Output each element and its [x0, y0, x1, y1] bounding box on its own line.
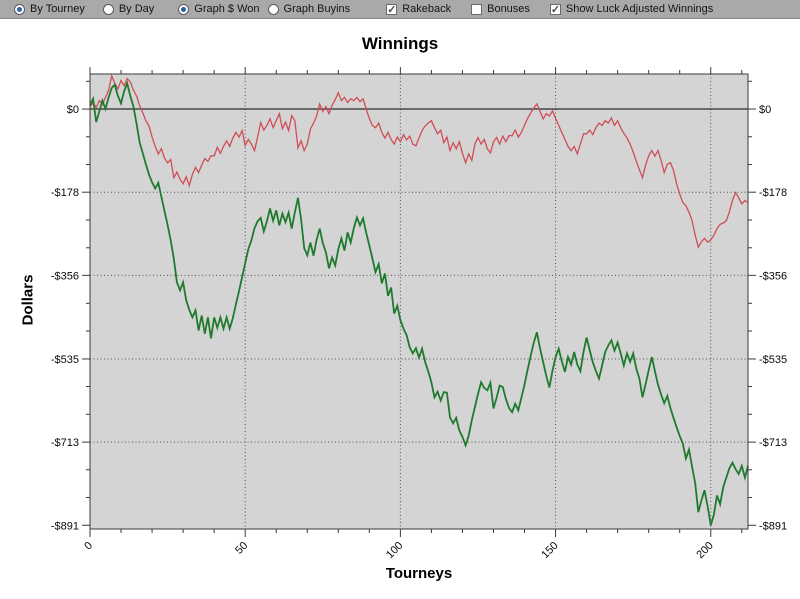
radio-by-tourney-icon: [14, 3, 25, 15]
series-winnings-won-: [89, 80, 749, 526]
y-tick-label-right: -$178: [759, 187, 787, 199]
plot-background: [90, 74, 748, 529]
checkbox-rakeback[interactable]: Rakeback: [386, 3, 452, 16]
y-tick-label-right: $0: [759, 104, 771, 116]
plot-border: [89, 73, 749, 530]
checkbox-show-luck-adjusted-label: Show Luck Adjusted Winnings: [565, 3, 714, 15]
y-tick-label-right: -$356: [759, 270, 787, 282]
checkbox-rakeback-icon: [386, 3, 398, 16]
y-tick-label-right: -$713: [759, 437, 787, 449]
y-tick-label-left: -$535: [51, 354, 79, 366]
x-tick-label: 50: [233, 540, 250, 557]
data-series: [89, 73, 749, 526]
radio-by-tourney-label: By Tourney: [30, 3, 85, 15]
checkbox-show-luck-adjusted[interactable]: Show Luck Adjusted Winnings: [549, 3, 714, 16]
y-tick-label-left: -$178: [51, 187, 79, 199]
y-tick-label-right: -$535: [759, 354, 787, 366]
chart-title: Winnings: [361, 34, 439, 53]
checkbox-rakeback-label: Rakeback: [402, 3, 452, 15]
radio-graph-buyins-icon: [267, 3, 279, 15]
y-tick-label-left: -$891: [51, 520, 79, 532]
y-tick-label-left: -$713: [51, 437, 79, 449]
radio-graph-buyins[interactable]: Graph Buyins: [267, 3, 351, 15]
toolbar: By Tourney By Day Graph $ Won Graph Buyi…: [0, 0, 800, 19]
radio-by-day[interactable]: By Day: [102, 3, 155, 15]
radio-graph-won[interactable]: Graph $ Won: [178, 3, 260, 15]
checkbox-show-luck-adjusted-icon: [549, 3, 561, 16]
x-tick-label: 200: [694, 540, 715, 561]
x-tick-label: 0: [82, 540, 95, 553]
x-tick-label: 100: [384, 540, 405, 561]
radio-graph-won-label: Graph $ Won: [194, 3, 260, 15]
y-tick-label-right: -$891: [759, 520, 787, 532]
radio-graph-won-icon: [178, 3, 190, 15]
radio-by-tourney[interactable]: By Tourney: [14, 3, 85, 15]
x-tick-label: 150: [539, 540, 560, 561]
radio-by-day-label: By Day: [118, 3, 155, 15]
radio-graph-buyins-label: Graph Buyins: [283, 3, 351, 15]
radio-by-day-icon: [102, 3, 114, 15]
x-axis-label: Tourneys: [385, 565, 453, 582]
checkbox-bonuses[interactable]: Bonuses: [471, 3, 530, 15]
series-luck-adjusted-winnings: [89, 73, 749, 250]
checkbox-bonuses-icon: [471, 3, 483, 15]
y-tick-label-left: -$356: [51, 270, 79, 282]
y-tick-label-left: $0: [67, 104, 79, 116]
checkbox-bonuses-label: Bonuses: [487, 3, 530, 15]
axis-ticks: [82, 67, 756, 537]
